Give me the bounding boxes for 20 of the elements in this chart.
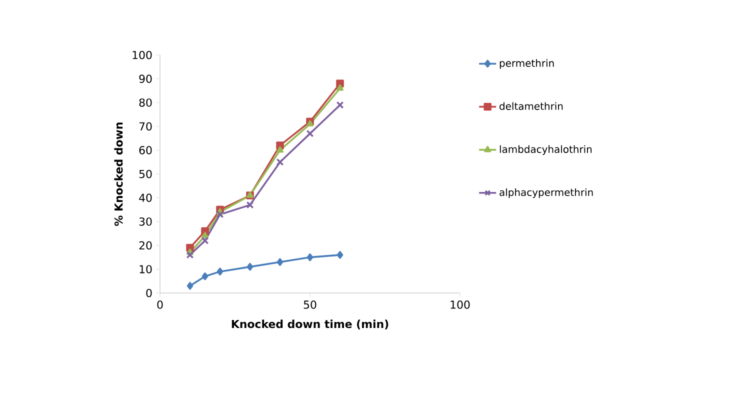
y-tick-label: 70 [139,122,152,131]
x-tick-label: 100 [450,300,470,309]
y-axis-title: % Knocked down [114,122,123,226]
y-tick-label: 20 [139,241,152,250]
legend-label: lambdacyhalothrin [500,145,592,155]
legend-label: permethrin [500,59,554,69]
y-tick-label: 90 [139,74,152,83]
x-tick-label: 0 [157,300,163,309]
y-tick-label: 40 [139,194,152,202]
y-tick-label: 30 [139,217,152,226]
legend-label: deltamethrin [500,102,563,110]
y-tick-label: 0 [146,288,152,298]
y-tick-label: 80 [139,98,152,107]
y-tick-label: 50 [139,170,152,178]
legend-label: alphacypermethrin [500,188,593,198]
y-tick-label: 100 [132,50,152,60]
x-axis-title: Knocked down time (min) [232,320,388,330]
y-tick-label: 60 [139,146,152,154]
y-tick-label: 10 [140,265,152,274]
x-tick-label: 50 [304,300,316,309]
